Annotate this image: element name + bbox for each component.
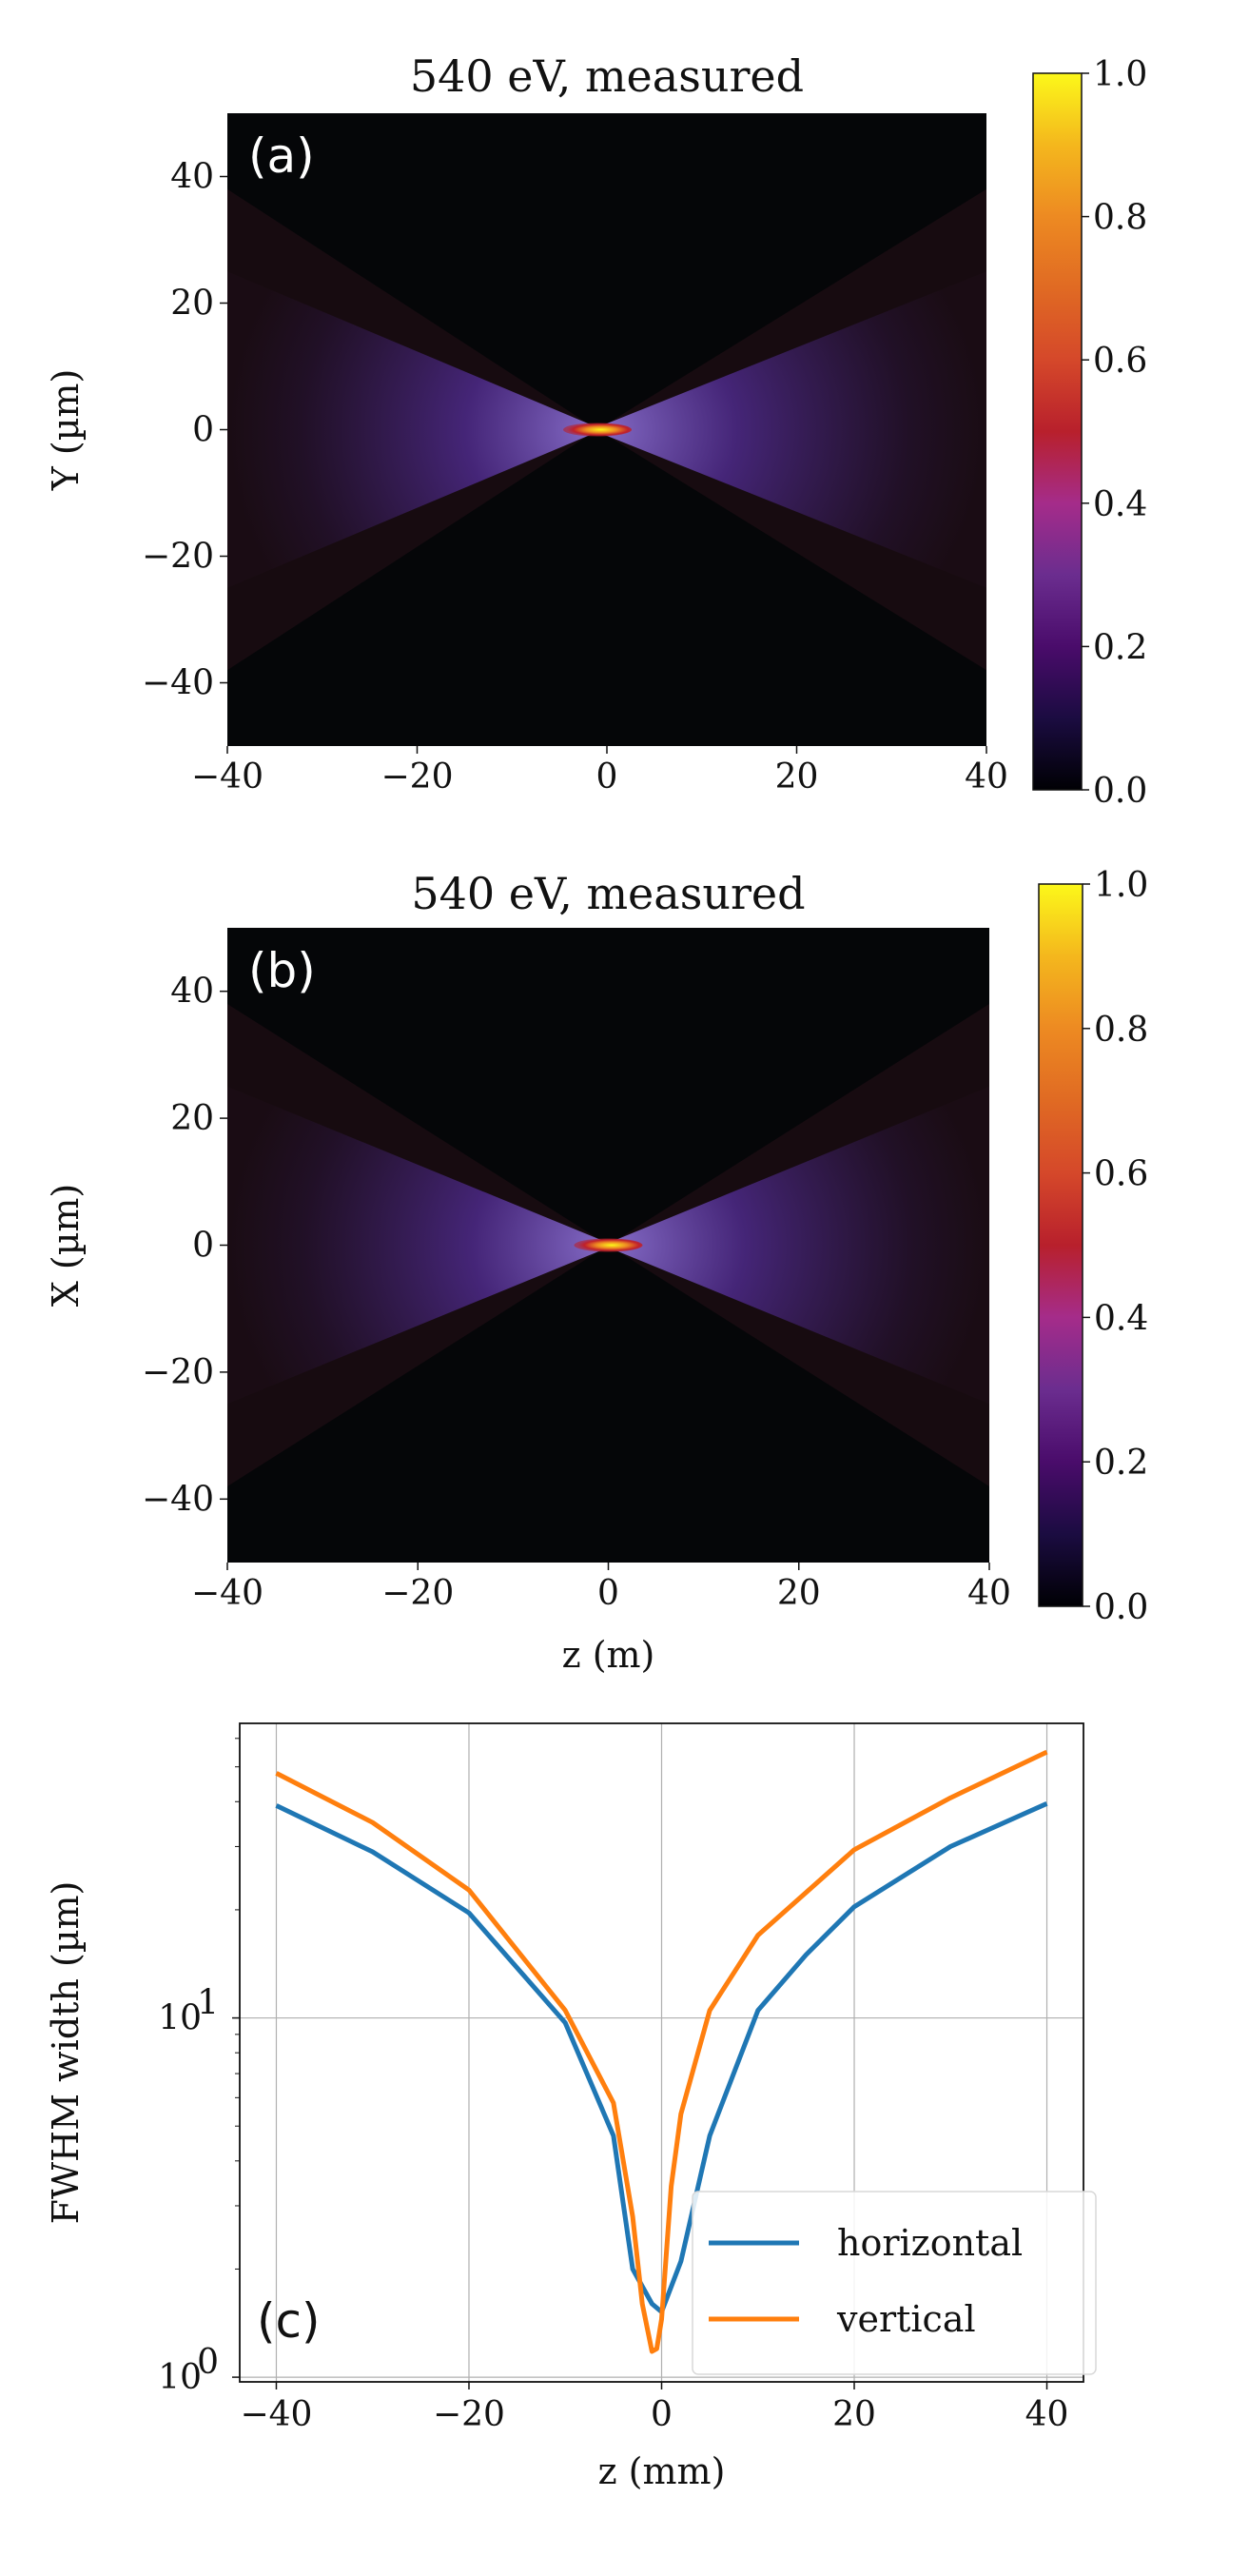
y-tick-label: 20 xyxy=(170,1099,214,1138)
colorbar-tick-label: 0.0 xyxy=(1094,1588,1148,1627)
colorbar-tick-label: 0.4 xyxy=(1093,485,1147,524)
colorbar-tick-label: 1.0 xyxy=(1093,55,1147,94)
x-tick-label: −40 xyxy=(191,757,263,796)
panel-b: (b) 540 eV, measured −40 −20 0 20 40 40 20 0 −20 −4… xyxy=(45,866,1148,1676)
y-tick-label: −40 xyxy=(142,664,214,703)
x-tick-label: 20 xyxy=(775,757,819,796)
y-tick-label-base: 10 xyxy=(158,2358,202,2397)
x-tick-label: 20 xyxy=(777,1574,821,1613)
legend-label: horizontal xyxy=(837,2222,1023,2264)
y-tick-label: −40 xyxy=(142,1480,214,1519)
x-axis-label: z (m) xyxy=(562,1634,655,1676)
x-tick-label: 0 xyxy=(597,1574,619,1613)
x-tick-label: −20 xyxy=(381,757,454,796)
y-tick-label: −20 xyxy=(142,538,214,577)
y-tick-label: 0 xyxy=(192,411,214,450)
colorbar-tick-label: 0.8 xyxy=(1093,199,1147,238)
chart-title: 540 eV, measured xyxy=(411,868,805,919)
panel-label: (a) xyxy=(248,128,315,184)
panel-c: −40 −20 0 20 40100101horizontalvertical(c)z … xyxy=(45,1722,1097,2492)
x-tick-label: −40 xyxy=(240,2395,312,2434)
y-tick-label-exponent: 0 xyxy=(197,2343,219,2382)
beam-cone-right xyxy=(612,1086,989,1405)
beam-cone-left xyxy=(227,1086,605,1405)
legend: horizontal vertical xyxy=(692,2191,1097,2375)
y-tick-label: 40 xyxy=(170,973,214,1012)
colorbar-tick-label: 0.6 xyxy=(1094,1155,1148,1194)
focus-hotspot xyxy=(574,1238,643,1252)
x-tick-label: 20 xyxy=(832,2395,876,2434)
chart-title: 540 eV, measured xyxy=(410,50,804,102)
focus-hotspot xyxy=(563,423,633,437)
plot-frame xyxy=(239,1722,1084,2383)
y-axis-label: X (µm) xyxy=(45,1184,87,1308)
panel-a: (a) 540 eV, measured −40 −20 0 20 40 40 20 0 −20 −4… xyxy=(45,50,1147,811)
x-tick-label: 40 xyxy=(1025,2395,1069,2434)
x-tick-label: 40 xyxy=(967,1574,1011,1613)
panel-label: (c) xyxy=(257,2293,321,2349)
x-tick-label: −20 xyxy=(433,2395,505,2434)
y-tick-label-base: 10 xyxy=(158,1999,202,2038)
y-tick-label-exponent: 1 xyxy=(197,1984,219,2023)
series-line-vertical xyxy=(275,1749,1048,2354)
colorbar-tick-label: 0.6 xyxy=(1093,342,1147,381)
colorbar-tick-label: 0.2 xyxy=(1093,628,1147,667)
panel-label: (b) xyxy=(248,943,316,998)
y-tick-label: 0 xyxy=(192,1227,214,1266)
colorbar xyxy=(1038,883,1083,1607)
x-tick-label: 0 xyxy=(596,757,618,796)
colorbar-tick-label: 0.8 xyxy=(1094,1011,1148,1050)
y-tick-label: 20 xyxy=(170,285,214,324)
colorbar-tick-label: 0.2 xyxy=(1094,1444,1148,1483)
y-tick-label: 40 xyxy=(170,158,214,197)
x-tick-label: −20 xyxy=(381,1574,454,1613)
colorbar xyxy=(1032,72,1083,791)
y-axis-label: FWHM width (µm) xyxy=(45,1881,87,2225)
x-tick-label: 0 xyxy=(651,2395,673,2434)
y-tick-label: −20 xyxy=(142,1353,214,1392)
y-axis-label: Y (µm) xyxy=(45,369,87,492)
x-tick-label: 40 xyxy=(965,757,1008,796)
colorbar-tick-label: 0.4 xyxy=(1094,1299,1148,1338)
colorbar-tick-label: 1.0 xyxy=(1094,866,1148,905)
beam-cone-right xyxy=(601,271,986,588)
x-tick-label: −40 xyxy=(191,1574,263,1613)
beam-cone-left xyxy=(227,271,595,588)
x-axis-label: z (mm) xyxy=(598,2450,726,2492)
legend-label: vertical xyxy=(836,2298,976,2340)
legend-box xyxy=(692,2191,1097,2375)
colorbar-tick-label: 0.0 xyxy=(1093,772,1147,811)
